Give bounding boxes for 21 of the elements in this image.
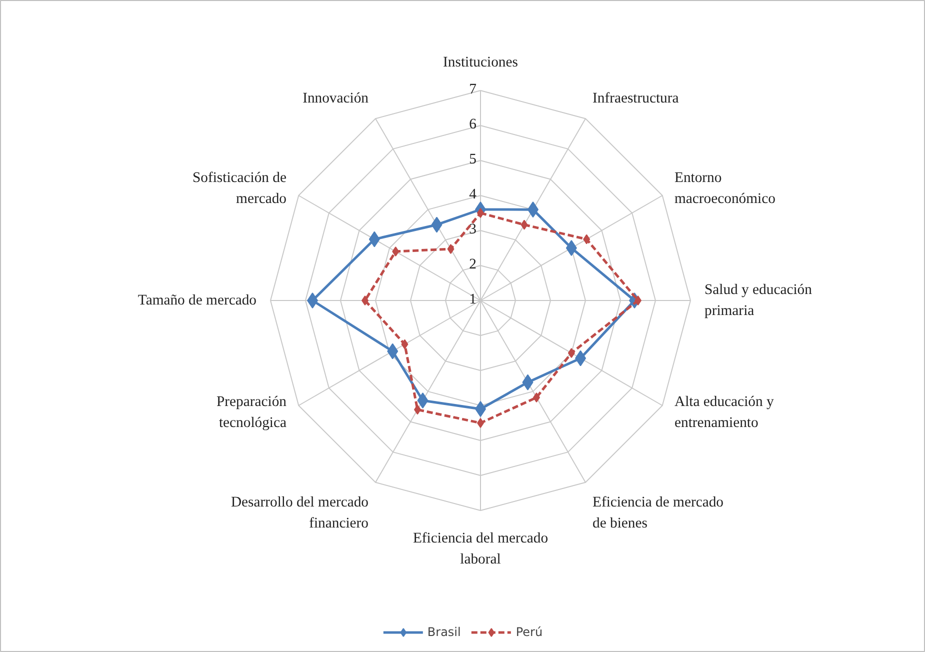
spoke-label: Eficiencia del mercado laboral [412, 530, 548, 568]
spoke-label: Desarrollo del mercado financiero [230, 494, 368, 532]
spoke-label: Innovación [302, 90, 370, 107]
spoke-label: Eficiencia de mercado de bienes [592, 494, 724, 532]
y-tick-label: 3 [469, 222, 476, 238]
spoke-label: Alta educación y entrenamiento [674, 394, 774, 431]
y-tick-label: 4 [469, 186, 478, 202]
legend-label: Brasil [427, 625, 461, 639]
y-tick-label: 7 [469, 82, 476, 98]
spoke-label: Instituciones [443, 54, 518, 70]
spoke-label: Tamaño de mercado [138, 292, 257, 308]
y-tick-label: 5 [469, 152, 476, 168]
spoke-label: Entorno macroeconómico [674, 170, 776, 207]
y-tick-label: 6 [469, 116, 476, 132]
spoke-label: Sofisticación de mercado [192, 170, 287, 207]
spoke-label: Infraestructura [592, 90, 680, 107]
y-tick-label: 2 [469, 256, 476, 272]
legend-label: Perú [516, 625, 543, 639]
spoke-label: Salud y educación primaria [704, 282, 813, 319]
spoke-label: Preparación tecnológica [216, 394, 288, 431]
y-tick-label: 1 [469, 292, 476, 308]
